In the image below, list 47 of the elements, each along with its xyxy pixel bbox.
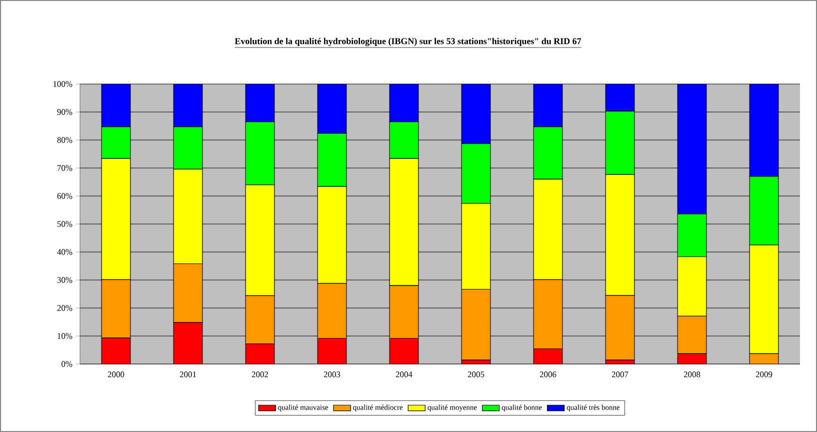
bar [245,84,275,122]
bar [533,279,563,350]
y-tick-label: 30% [57,277,72,283]
bar [173,263,203,323]
bar [605,84,635,112]
bar [533,84,563,128]
y-tick-label: 90% [57,109,72,115]
y-tick-label: 20% [57,305,72,311]
bar [677,316,707,354]
y-tick-label: 70% [58,165,72,171]
bar [389,285,419,339]
bar [173,322,203,364]
x-tick-label: 2000 [108,372,124,378]
bar [389,84,419,122]
x-tick-label: 2004 [396,372,412,378]
bar [605,295,635,360]
bar [101,279,131,338]
bar [677,84,707,214]
x-tick-label: 2009 [756,372,772,378]
x-tick-label: 2006 [540,372,556,378]
bar [317,283,347,339]
x-tick-label: 2001 [180,372,196,378]
bar [389,338,419,364]
bar [317,338,347,364]
x-tick-label: 2003 [324,372,340,378]
x-tick-label: 2007 [612,372,628,378]
y-tick-label: 60% [57,193,72,199]
y-tick-label: 50% [57,221,72,227]
y-tick-label: 40% [57,249,72,255]
x-tick-label: 2008 [684,372,700,378]
bar [461,288,491,360]
y-tick-label: 100% [53,81,72,87]
x-tick-label: 2002 [252,372,268,378]
bar [749,84,779,177]
chart-title: Evolution de la qualité hydrobiologique (IBGN) sur les 53 stations"historiques" du RID 67 [234,38,582,46]
y-tick-label: 10% [58,333,72,339]
x-tick-label: 2005 [468,372,484,378]
bar [245,295,275,344]
bar [533,348,563,364]
bar [317,84,347,134]
y-tick-label: 80% [57,137,72,143]
bar [173,84,203,128]
y-tick-label: 0% [62,361,72,367]
bar [101,338,131,364]
bar [101,84,131,128]
bar [461,84,491,144]
bar [245,344,275,364]
